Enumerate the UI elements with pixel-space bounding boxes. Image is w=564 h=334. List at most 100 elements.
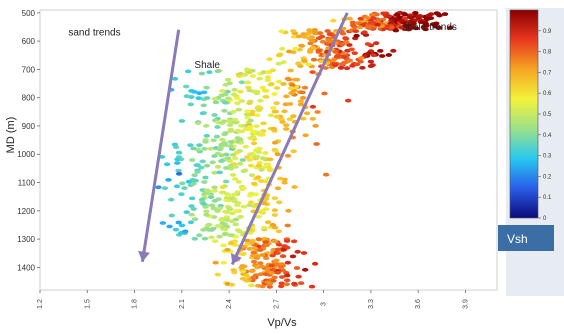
scatter-point bbox=[301, 35, 308, 39]
scatter-point bbox=[240, 186, 247, 191]
scatter-point bbox=[357, 59, 364, 64]
scatter-points bbox=[155, 10, 454, 289]
scatter-point bbox=[343, 66, 351, 71]
scatter-point bbox=[278, 29, 285, 34]
scatter-point bbox=[232, 120, 239, 125]
scatter-point bbox=[219, 185, 226, 190]
scatter-point bbox=[227, 140, 235, 144]
scatter-point bbox=[254, 113, 261, 118]
scatter-point bbox=[262, 256, 270, 261]
scatter-point bbox=[235, 209, 243, 213]
scatter-point bbox=[232, 222, 239, 227]
scatter-point bbox=[208, 235, 215, 240]
y-tick-label: 800 bbox=[22, 94, 36, 103]
scatter-point bbox=[265, 162, 272, 167]
scatter-point bbox=[189, 158, 196, 162]
scatter-point bbox=[309, 104, 317, 109]
scatter-point bbox=[203, 212, 210, 217]
scatter-point bbox=[227, 163, 234, 168]
scatter-point bbox=[256, 76, 263, 81]
scatter-point bbox=[269, 223, 277, 227]
scatter-point bbox=[297, 281, 305, 285]
scatter-point bbox=[237, 214, 244, 219]
scatter-point bbox=[366, 24, 373, 29]
scatter-point bbox=[367, 59, 375, 64]
scatter-point bbox=[232, 177, 239, 181]
scatter-point bbox=[349, 20, 356, 25]
scatter-point bbox=[364, 16, 371, 20]
scatter-point bbox=[211, 154, 218, 158]
scatter-point bbox=[300, 116, 307, 121]
x-tick-label: 1.8 bbox=[132, 299, 139, 309]
scatter-point bbox=[284, 223, 291, 228]
scatter-point bbox=[268, 82, 275, 86]
scatter-point bbox=[224, 193, 231, 198]
scatter-point bbox=[203, 96, 211, 100]
scatter-point bbox=[312, 124, 319, 128]
scatter-point bbox=[208, 203, 216, 208]
scatter-point bbox=[250, 250, 257, 255]
scatter-point bbox=[309, 45, 317, 50]
scatter-point bbox=[271, 239, 278, 244]
scatter-point bbox=[291, 185, 298, 189]
scatter-point bbox=[311, 29, 318, 34]
scatter-point bbox=[221, 108, 228, 113]
scatter-point bbox=[264, 75, 272, 80]
scatter-point bbox=[230, 92, 238, 97]
scatter-point bbox=[244, 80, 252, 85]
scatter-point bbox=[342, 36, 350, 41]
annotations: sand trends Shale shale trends bbox=[68, 22, 457, 71]
scatter-point bbox=[218, 217, 225, 222]
scatter-point bbox=[244, 238, 251, 243]
scatter-point bbox=[214, 209, 221, 213]
scatter-point bbox=[211, 199, 218, 203]
scatter-point bbox=[206, 70, 213, 75]
scatter-point bbox=[258, 264, 265, 269]
scatter-point bbox=[405, 27, 412, 32]
scatter-point bbox=[244, 109, 251, 114]
scatter-point bbox=[234, 128, 242, 133]
scatter-point bbox=[295, 34, 303, 39]
scatter-point bbox=[234, 190, 241, 195]
x-tick-label: 3.9 bbox=[462, 299, 469, 309]
scatter-point bbox=[375, 19, 382, 23]
scatter-point bbox=[246, 125, 254, 129]
scatter-point bbox=[361, 30, 368, 35]
scatter-point bbox=[171, 76, 179, 81]
scatter-point bbox=[232, 234, 239, 239]
scatter-point bbox=[249, 74, 257, 78]
x-tick-label: 2.4 bbox=[226, 299, 233, 309]
scatter-point bbox=[216, 170, 223, 175]
scatter-point bbox=[168, 213, 175, 218]
scatter-point bbox=[348, 47, 355, 52]
scatter-point bbox=[203, 209, 210, 214]
scatter-point bbox=[239, 158, 246, 162]
scatter-point bbox=[380, 11, 387, 16]
colorbar-tick-label: 0.7 bbox=[543, 70, 552, 76]
scatter-point bbox=[339, 42, 346, 46]
scatter-point bbox=[246, 158, 253, 162]
scatter-point bbox=[229, 211, 236, 216]
scatter-point bbox=[406, 15, 413, 20]
scatter-point bbox=[223, 218, 231, 222]
scatter-point bbox=[271, 208, 278, 213]
scatter-point bbox=[203, 85, 210, 90]
y-tick-label: 900 bbox=[22, 122, 36, 131]
scatter-point bbox=[278, 275, 286, 279]
scatter-point bbox=[274, 186, 282, 191]
scatter-point bbox=[222, 92, 229, 97]
scatter-point bbox=[259, 253, 266, 257]
y-tick-label: 500 bbox=[22, 9, 36, 18]
scatter-point bbox=[255, 175, 262, 180]
scatter-point bbox=[222, 100, 229, 105]
scatter-point bbox=[175, 220, 182, 225]
colorbar-tick-label: 0 bbox=[543, 216, 547, 222]
scatter-point bbox=[269, 106, 277, 110]
scatter-point bbox=[346, 16, 353, 21]
scatter-point bbox=[293, 77, 301, 82]
scatter-point bbox=[279, 268, 287, 273]
y-tick-label: 700 bbox=[22, 65, 36, 74]
scatter-point bbox=[244, 155, 251, 160]
scatter-point bbox=[240, 269, 247, 274]
scatter-point bbox=[237, 89, 244, 94]
